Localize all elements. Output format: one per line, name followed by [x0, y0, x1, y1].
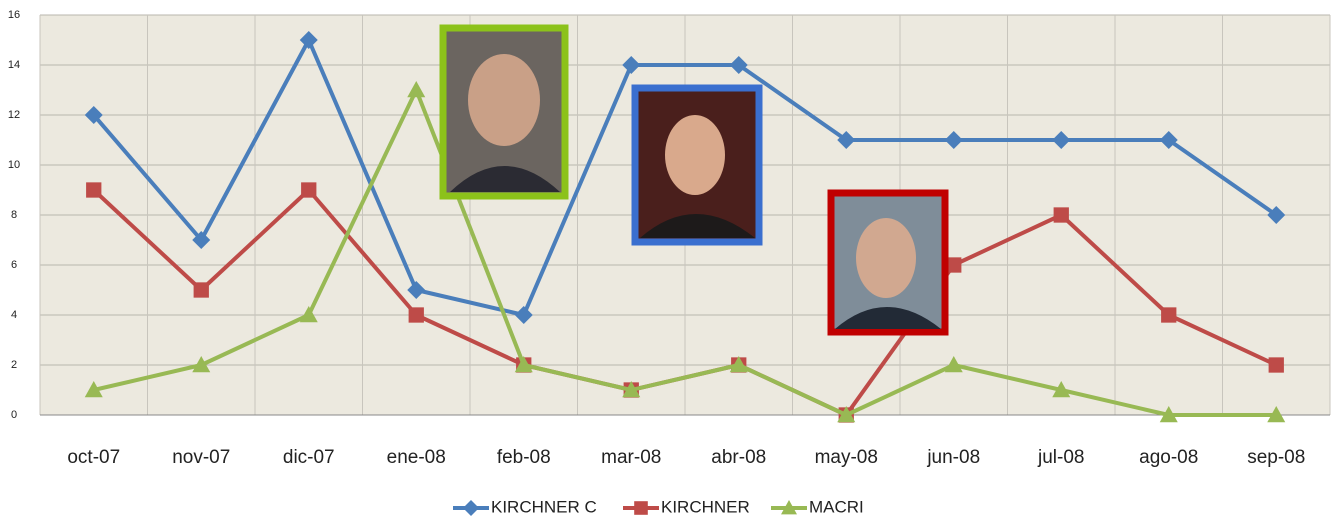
legend: KIRCHNER C KIRCHNER MACRI [453, 497, 864, 516]
x-tick-label: nov-07 [172, 447, 230, 468]
marker [1053, 207, 1069, 223]
x-tick-label: dic-07 [283, 447, 335, 468]
x-tick-label: feb-08 [497, 447, 551, 468]
marker [1268, 357, 1284, 373]
x-tick-label: ago-08 [1139, 447, 1198, 468]
series [84, 81, 1286, 423]
marker [514, 356, 533, 373]
marker [837, 131, 856, 149]
marker [944, 131, 963, 149]
photo-face [468, 54, 540, 146]
marker [944, 356, 963, 373]
marker [1159, 131, 1178, 149]
x-tick-label: jul-08 [1037, 447, 1084, 468]
marker [1052, 131, 1071, 149]
marker [622, 56, 641, 74]
marker [86, 182, 102, 198]
marker [729, 356, 748, 373]
y-tick-label: 6 [11, 259, 17, 271]
photo-body [835, 307, 941, 329]
marker [408, 307, 424, 323]
y-tick-label: 14 [8, 59, 20, 71]
marker [514, 306, 533, 324]
marker [192, 356, 211, 373]
marker [299, 31, 318, 49]
marker [1052, 381, 1071, 398]
marker [781, 500, 797, 515]
marker [1159, 406, 1178, 423]
photos [439, 24, 949, 336]
marker [837, 406, 856, 423]
x-tick-label: sep-08 [1247, 447, 1305, 468]
marker [84, 106, 103, 124]
x-tick-label: oct-07 [67, 447, 120, 468]
marker [1267, 206, 1286, 224]
x-tick-label: mar-08 [601, 447, 661, 468]
marker [463, 500, 479, 516]
x-tick-label: may-08 [815, 447, 878, 468]
y-tick-label: 12 [8, 109, 20, 121]
y-tick-label: 10 [8, 159, 20, 171]
marker [84, 381, 103, 398]
marker [407, 281, 426, 299]
legend-label: MACRI [809, 497, 864, 516]
photo-body [450, 166, 560, 192]
marker [192, 231, 211, 249]
legend-label: KIRCHNER [661, 497, 750, 516]
y-tick-label: 4 [11, 309, 17, 321]
marker [634, 501, 648, 515]
x-tick-label: abr-08 [711, 447, 766, 468]
y-tick-label: 16 [8, 9, 20, 21]
x-tick-label: ene-08 [387, 447, 446, 468]
x-tick-label: jun-08 [926, 447, 980, 468]
marker [1267, 406, 1286, 423]
marker [946, 257, 962, 273]
marker [193, 282, 209, 298]
marker [299, 306, 318, 323]
grid [39, 14, 1331, 416]
y-tick-label: 2 [11, 359, 17, 371]
marker [301, 182, 317, 198]
series [84, 31, 1286, 324]
series-line [93, 88, 1277, 417]
photo-face [856, 218, 916, 298]
marker [622, 381, 641, 398]
marker [1161, 307, 1177, 323]
y-tick-label: 0 [11, 409, 17, 421]
marker [729, 56, 748, 74]
marker [407, 81, 426, 98]
series-line [92, 38, 1278, 317]
photo-face [665, 115, 725, 195]
y-tick-label: 8 [11, 209, 17, 221]
photo-body [640, 214, 755, 238]
legend-label: KIRCHNER C [491, 497, 597, 516]
lines [84, 31, 1286, 423]
